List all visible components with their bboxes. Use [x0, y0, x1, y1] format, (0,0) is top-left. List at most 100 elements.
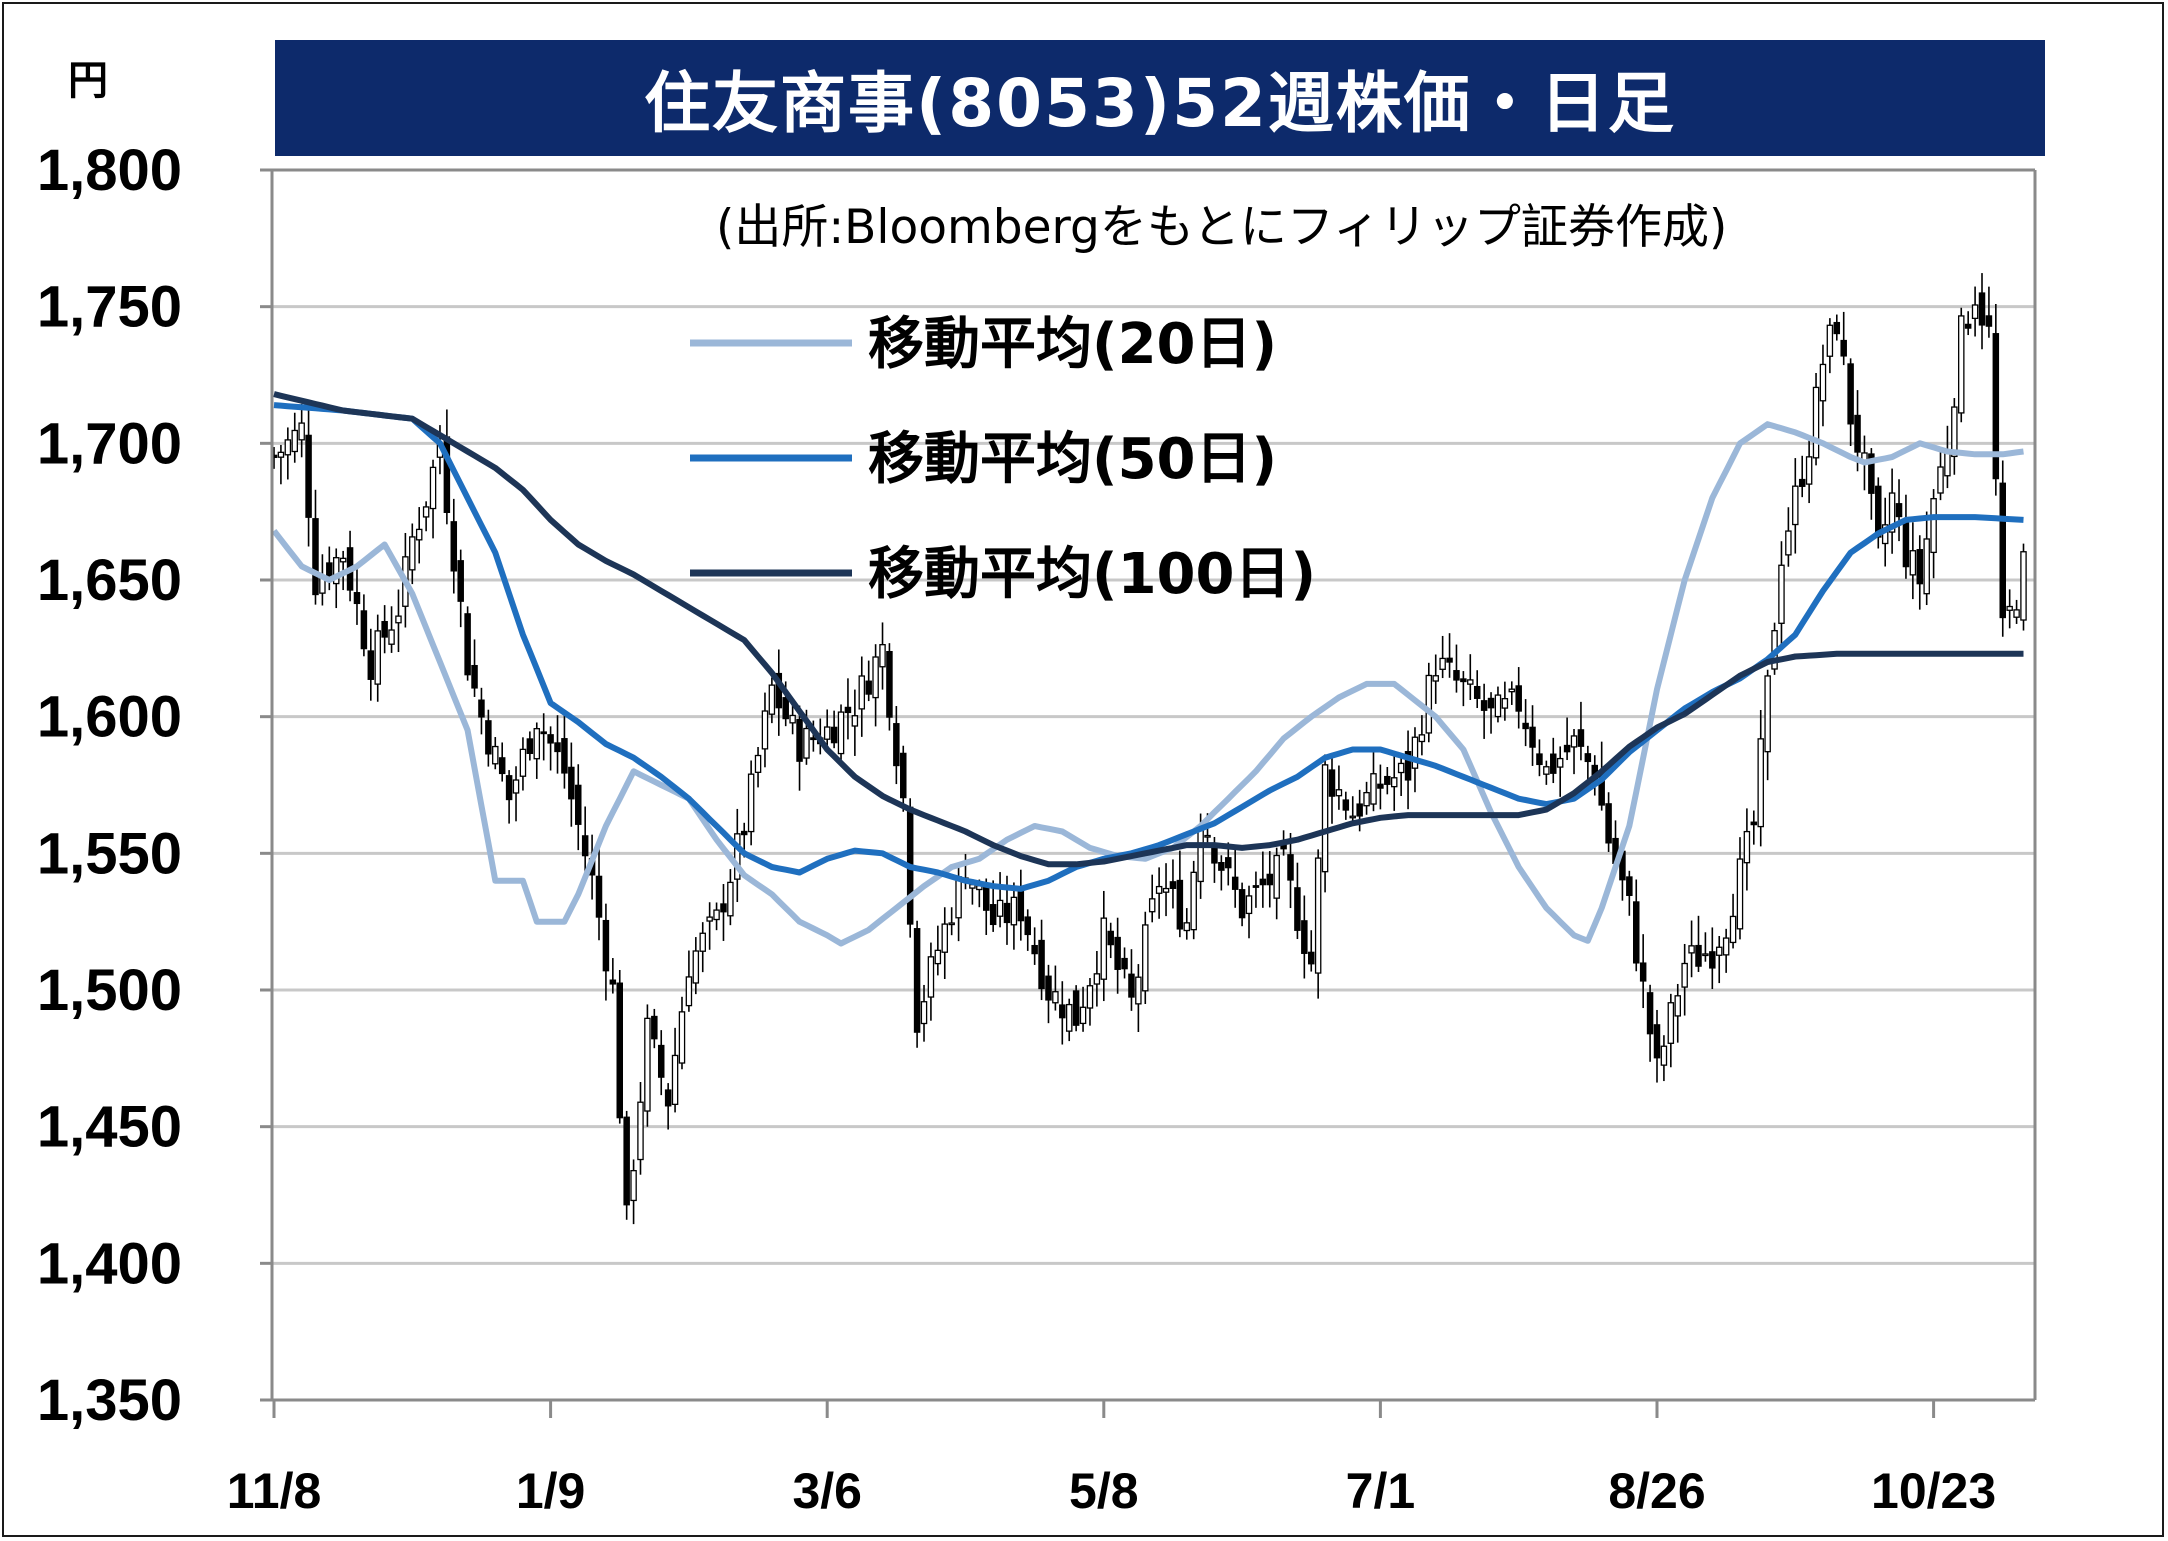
- candle-body: [1169, 881, 1177, 889]
- candle-body: [823, 726, 831, 740]
- candle: [720, 884, 727, 941]
- candle-body: [713, 909, 720, 921]
- candle: [284, 427, 292, 480]
- candle: [388, 606, 395, 653]
- candle: [671, 1027, 679, 1113]
- candle-body: [2013, 609, 2020, 618]
- candle-body: [858, 675, 866, 710]
- candle: [1086, 978, 1094, 1026]
- candle-body: [512, 779, 520, 794]
- candle-body: [1024, 916, 1031, 936]
- candle-body: [1729, 915, 1737, 944]
- x-tick-label-0: 11/8: [227, 1463, 322, 1519]
- candle-body: [471, 664, 478, 689]
- candle: [1169, 859, 1177, 909]
- candle-body: [1059, 1004, 1066, 1019]
- candle-body: [1978, 292, 1986, 326]
- candle: [1052, 965, 1059, 1011]
- candle-body: [796, 718, 803, 762]
- candle: [1190, 860, 1197, 940]
- candle: [1142, 911, 1149, 1005]
- candle: [1570, 729, 1578, 775]
- candle-body: [2006, 605, 2013, 611]
- candle: [1397, 755, 1405, 796]
- candle-body: [498, 757, 506, 775]
- candle-body: [1446, 657, 1453, 663]
- candle: [1522, 699, 1529, 747]
- candle-body: [1847, 363, 1854, 425]
- candle-body: [1812, 386, 1820, 459]
- candle-body: [1038, 939, 1045, 990]
- candle-body: [1854, 414, 1861, 453]
- candle-body: [360, 610, 368, 650]
- candle: [900, 745, 907, 812]
- candle: [471, 639, 478, 697]
- candle-body: [927, 956, 935, 998]
- candle-body: [616, 982, 624, 1119]
- candle-body: [1384, 775, 1391, 785]
- candle-body: [478, 699, 485, 718]
- candle: [1695, 915, 1702, 972]
- candle: [1273, 847, 1280, 920]
- candle-body: [872, 656, 879, 699]
- x-tick-label-2: 3/6: [792, 1463, 862, 1519]
- candle-body: [1992, 333, 2000, 480]
- candle: [415, 507, 423, 564]
- candle-body: [1930, 498, 1937, 554]
- candle: [920, 984, 928, 1042]
- candle: [1218, 855, 1225, 891]
- candle-body: [920, 1001, 928, 1025]
- y-tick-labels: 1,350 1,400 1,450 1,500 1,550 1,600 1,650 1,700…: [37, 138, 182, 1433]
- candle: [277, 444, 285, 485]
- candle: [1446, 633, 1453, 678]
- candle: [1390, 752, 1398, 811]
- candle: [1107, 922, 1114, 959]
- candle-body: [913, 928, 921, 1033]
- y-tick-label-3: 1,500: [37, 958, 182, 1023]
- candle-body: [1467, 679, 1474, 685]
- candle-body: [1487, 697, 1495, 709]
- candle-body: [1370, 773, 1377, 805]
- candle-body: [1550, 753, 1557, 774]
- candle: [1162, 863, 1170, 917]
- candle-body: [1349, 815, 1356, 819]
- candle-body: [1411, 736, 1419, 769]
- chart-title: 住友商事(8053)52週株価・日足: [275, 40, 2045, 156]
- candle: [713, 902, 720, 931]
- candle: [1024, 909, 1031, 951]
- candle: [1294, 862, 1301, 940]
- candle-body: [630, 1170, 637, 1202]
- candle-body: [457, 560, 464, 602]
- candle-body: [727, 881, 734, 917]
- candle: [575, 764, 582, 851]
- candle: [1902, 494, 1910, 579]
- candle-body: [1902, 519, 1910, 568]
- candle-body: [1958, 315, 1965, 414]
- candle: [789, 703, 796, 735]
- candle-body: [1273, 854, 1280, 899]
- candle-body: [1736, 858, 1744, 930]
- candle-body: [1792, 485, 1799, 526]
- legend-label-ma20: 移動平均(20日): [868, 312, 1277, 377]
- candle: [1916, 535, 1924, 610]
- candle: [1128, 949, 1135, 1011]
- candle-body: [1321, 764, 1329, 873]
- candle: [1155, 867, 1163, 919]
- legend-item-ma20: 移動平均(20日): [690, 312, 1277, 377]
- candle: [457, 549, 464, 628]
- candle-body: [533, 728, 541, 760]
- candle-body: [1301, 920, 1308, 954]
- candle: [353, 568, 361, 625]
- candle-body: [810, 737, 817, 741]
- candle: [934, 925, 942, 976]
- candle-body: [602, 919, 610, 972]
- candle: [1999, 460, 2007, 637]
- candle-body: [1709, 951, 1716, 969]
- candle: [360, 594, 368, 657]
- candle-body: [429, 466, 437, 510]
- candle-body: [1501, 698, 1509, 709]
- candle: [1639, 934, 1647, 1009]
- candle-body: [1508, 688, 1516, 693]
- candle: [1930, 489, 1937, 579]
